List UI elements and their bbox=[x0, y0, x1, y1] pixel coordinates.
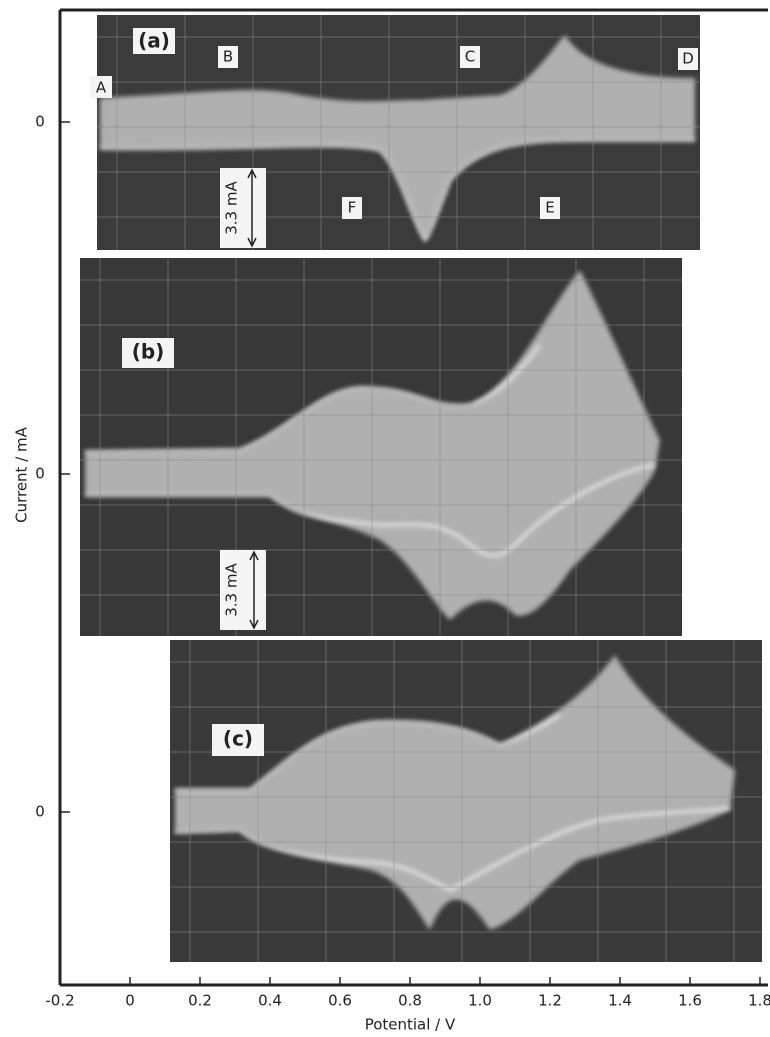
scale-label: 3.3 mA bbox=[223, 563, 241, 617]
scale-label: 3.3 mA bbox=[223, 181, 241, 235]
annotation: C bbox=[465, 48, 475, 66]
figure: (a) A B C D E F 3.3 mA (b) 3.3 mA (c) Po… bbox=[0, 0, 770, 1037]
x-tick-label: 1.6 bbox=[678, 992, 702, 1010]
y-axis-label: Current / mA bbox=[13, 426, 31, 523]
x-tick-label: 1.8 bbox=[748, 992, 770, 1010]
panel-label: (b) bbox=[132, 340, 165, 364]
panel-label: (a) bbox=[138, 29, 170, 53]
panel-b bbox=[80, 258, 682, 636]
panel-label: (c) bbox=[223, 727, 253, 751]
x-tick-label: 0.2 bbox=[188, 992, 212, 1010]
x-tick-label: -0.2 bbox=[45, 992, 74, 1010]
panel-c bbox=[170, 640, 762, 962]
x-tick-label: 1.0 bbox=[468, 992, 492, 1010]
x-axis-label: Potential / V bbox=[365, 1016, 456, 1034]
y-tick-label: 0 bbox=[35, 465, 45, 483]
annotation: D bbox=[682, 50, 694, 68]
x-tick-label: 1.2 bbox=[538, 992, 562, 1010]
annotation: B bbox=[223, 48, 233, 66]
annotation: E bbox=[545, 199, 554, 217]
annotation: A bbox=[96, 79, 107, 97]
x-tick-label: 1.4 bbox=[608, 992, 632, 1010]
annotation: F bbox=[348, 199, 357, 217]
panel-a bbox=[97, 15, 700, 250]
y-tick-label: 0 bbox=[35, 113, 45, 131]
x-tick-label: 0.4 bbox=[258, 992, 282, 1010]
x-tick-label: 0 bbox=[125, 992, 135, 1010]
x-tick-label: 0.6 bbox=[328, 992, 352, 1010]
x-tick-label: 0.8 bbox=[398, 992, 422, 1010]
y-tick-label: 0 bbox=[35, 803, 45, 821]
